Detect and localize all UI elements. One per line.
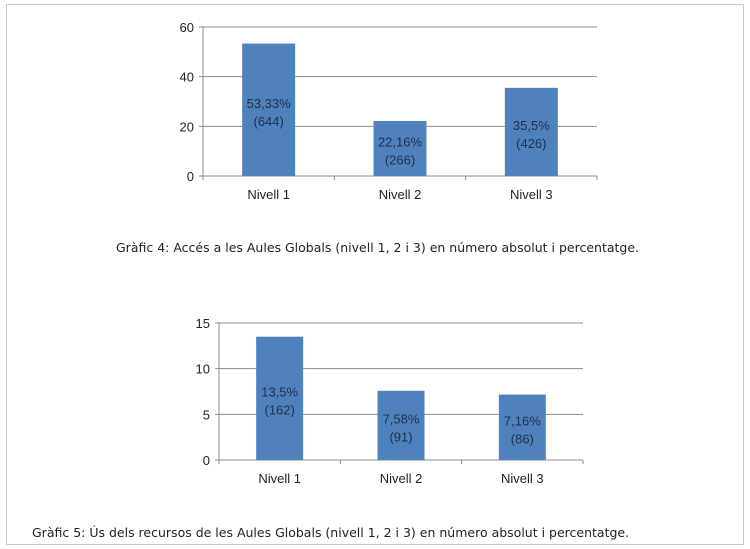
x-tick-label: Nivell 1	[247, 187, 290, 202]
x-tick-label: Nivell 3	[510, 187, 553, 202]
y-tick-label: 10	[196, 362, 210, 377]
y-tick-label: 60	[180, 20, 194, 35]
y-tick-label: 15	[196, 316, 210, 331]
chart-5-caption: Gràfic 5: Ús dels recursos de les Aules …	[32, 525, 630, 540]
data-label: 22,16%	[378, 134, 423, 149]
bar	[498, 394, 546, 460]
data-label: (91)	[389, 429, 412, 444]
data-label: 7,16%	[504, 413, 541, 428]
data-label: 7,58%	[383, 411, 420, 426]
bar	[373, 120, 427, 176]
data-label: 53,33%	[247, 96, 292, 111]
bar	[377, 390, 425, 460]
data-label: 13,5%	[261, 384, 298, 399]
y-tick-label: 20	[180, 119, 194, 134]
figure-frame	[6, 4, 744, 545]
bar	[242, 43, 296, 176]
y-tick-label: 5	[203, 407, 210, 422]
data-label: (426)	[516, 136, 546, 151]
data-label: (644)	[253, 114, 283, 129]
x-tick-label: Nivell 3	[501, 471, 544, 486]
x-tick-label: Nivell 2	[380, 471, 423, 486]
data-label: (162)	[264, 402, 294, 417]
data-label: (86)	[511, 431, 534, 446]
bar	[256, 336, 304, 460]
x-tick-label: Nivell 1	[258, 471, 301, 486]
chart-4-caption: Gràfic 4: Accés a les Aules Globals (niv…	[116, 240, 640, 255]
y-tick-label: 0	[203, 453, 210, 468]
data-label: 35,5%	[513, 118, 550, 133]
y-tick-label: 0	[187, 169, 194, 184]
bar	[504, 87, 558, 176]
data-label: (266)	[385, 152, 415, 167]
y-tick-label: 40	[180, 70, 194, 85]
x-tick-label: Nivell 2	[379, 187, 422, 202]
